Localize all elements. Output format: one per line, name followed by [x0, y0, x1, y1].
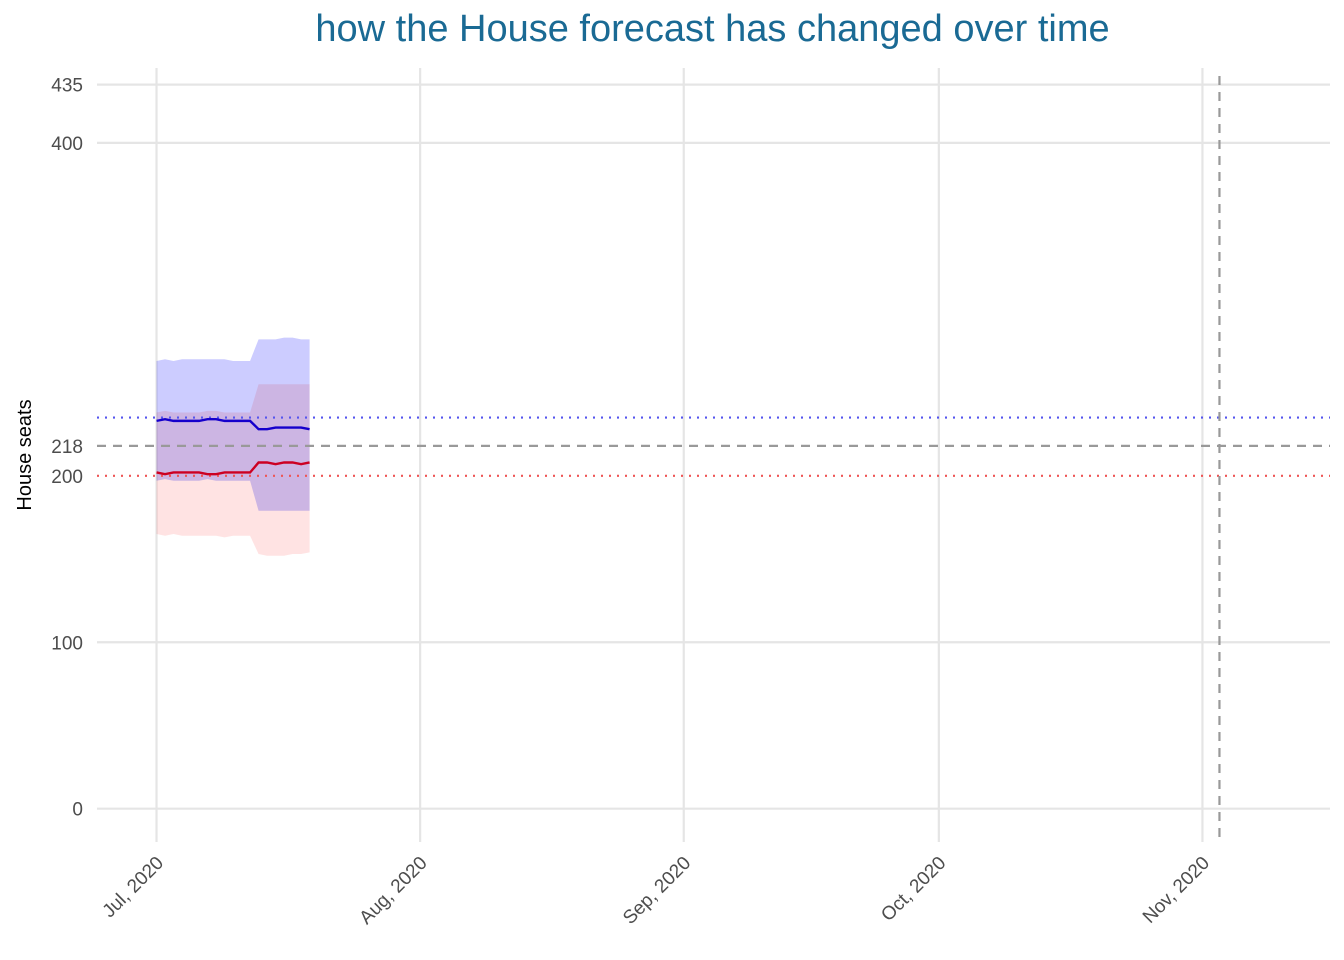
y-tick-label: 218 [51, 437, 83, 458]
x-tick-label: Aug, 2020 [356, 853, 432, 929]
x-tick-label: Sep, 2020 [619, 853, 695, 929]
series-0-line [156, 417, 310, 431]
y-tick-label: 435 [51, 76, 83, 97]
x-tick-label: Oct, 2020 [877, 853, 950, 926]
y-tick-label: 100 [51, 633, 83, 654]
series-1-line [156, 461, 310, 476]
y-axis-ticks: 0 100 200 218 400 435 [51, 76, 83, 821]
grid-layer [97, 68, 1330, 842]
band-layer [156, 337, 310, 556]
series-1-band [156, 384, 310, 556]
x-tick-label: Jul, 2020 [99, 853, 168, 922]
y-axis-title: House seats [14, 399, 36, 510]
x-axis-ticks: Jul, 2020 Aug, 2020 Sep, 2020 Oct, 2020 Nov,… [99, 853, 1214, 929]
chart-title: how the House forecast has changed over … [315, 8, 1110, 50]
series-lines [156, 417, 310, 476]
y-tick-label: 0 [72, 800, 83, 821]
y-tick-label: 200 [51, 467, 83, 488]
reference-lines [97, 76, 1330, 842]
y-tick-label: 400 [51, 134, 83, 155]
x-tick-label: Nov, 2020 [1139, 853, 1214, 928]
